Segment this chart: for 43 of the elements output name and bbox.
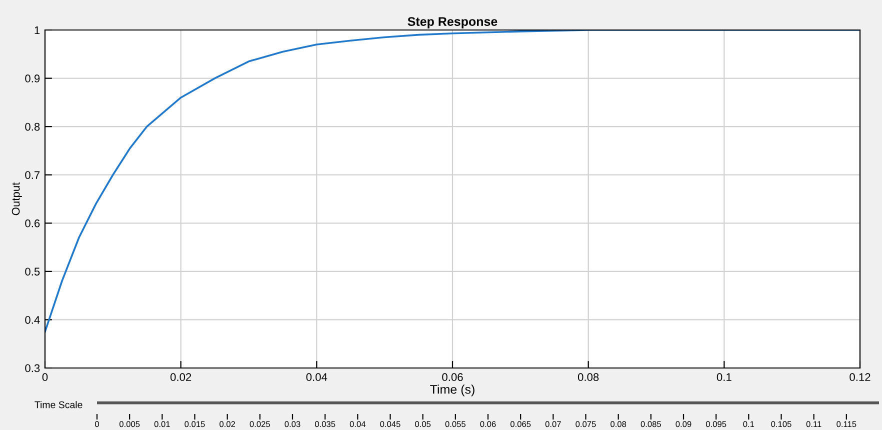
x2-tick-label: 0.04 (350, 421, 366, 428)
x-tick-label: 0.08 (578, 373, 599, 382)
x-tick-label: 0.04 (306, 373, 328, 382)
x2-tick-label: 0.095 (706, 421, 726, 428)
x2-axis-title: Time Scale (34, 401, 82, 408)
x-tick-label: 0.02 (170, 373, 192, 382)
x2-tick-label: 0.1 (743, 421, 754, 428)
y-tick-label: 0.9 (25, 74, 40, 82)
x2-tick-label: 0.105 (771, 421, 792, 428)
y-tick-label: 1 (34, 26, 40, 34)
x2-tick-label: 0.025 (250, 421, 270, 428)
x-tick-label: 0.06 (442, 373, 463, 382)
x-tick-label: 0 (42, 373, 48, 382)
x2-tick-label: 0.06 (480, 421, 496, 428)
y-tick-label: 0.5 (25, 268, 40, 276)
chart-title: Step Response (408, 17, 498, 28)
x2-tick-label: 0.02 (220, 421, 236, 428)
x2-tick-label: 0.085 (640, 421, 661, 428)
x2-tick-label: 0.05 (415, 421, 431, 428)
x2-tick-label: 0.045 (380, 421, 400, 428)
x2-tick-label: 0.035 (314, 421, 336, 428)
x2-tick-label: 0.01 (154, 421, 170, 428)
x2-tick-label: 0.11 (806, 421, 822, 428)
x2-tick-label: 0.005 (119, 421, 140, 428)
x-tick-label: 0.1 (716, 373, 732, 382)
y-tick-label: 0.3 (25, 364, 40, 372)
x2-tick-label: 0.115 (836, 421, 856, 428)
x-tick-label: 0.12 (850, 373, 870, 382)
x2-tick-label: 0.09 (676, 421, 692, 428)
x2-tick-label: 0.075 (576, 421, 596, 428)
x2-tick-label: 0.055 (445, 421, 466, 428)
y-tick-label: 0.4 (25, 316, 40, 324)
y-tick-label: 0.7 (25, 171, 40, 179)
y-tick-label: 0.8 (25, 122, 40, 131)
y-tick-label: 0.6 (25, 219, 40, 228)
x2-tick-label: 0 (95, 421, 99, 428)
x2-tick-label: 0.07 (545, 421, 561, 428)
y-axis-title: Output (12, 182, 22, 216)
x2-tick-label: 0.08 (610, 421, 626, 428)
x-axis-title: Time (s) (430, 384, 474, 396)
x2-tick-label: 0.065 (510, 421, 531, 428)
x2-tick-label: 0.03 (284, 421, 300, 428)
x2-tick-label: 0.015 (184, 421, 205, 428)
